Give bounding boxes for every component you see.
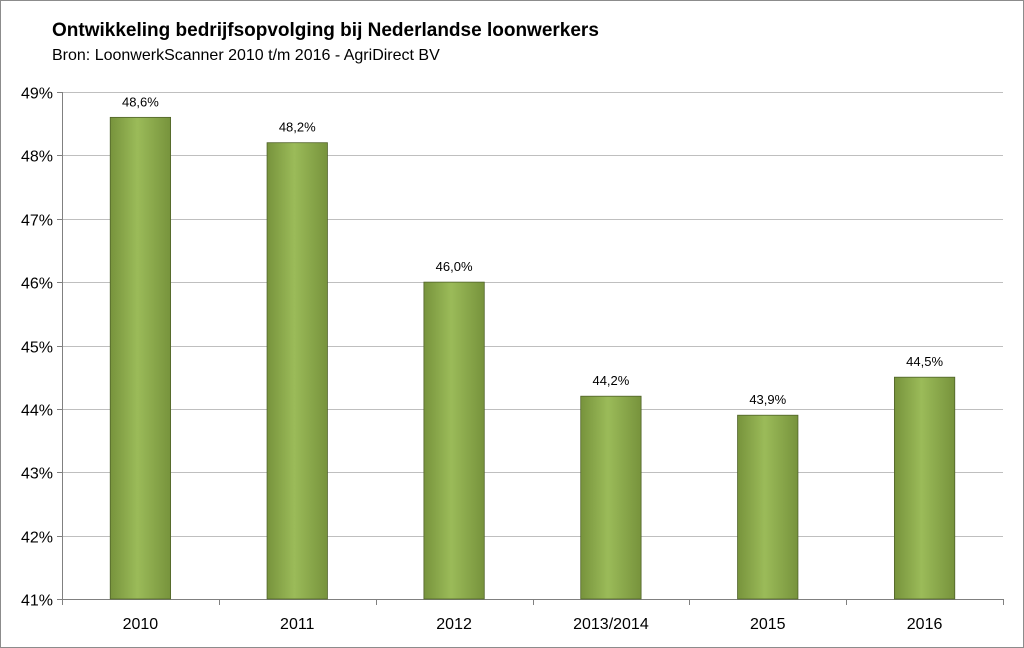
x-tick-label: 2010 bbox=[123, 616, 159, 633]
y-tick-label: 46% bbox=[21, 276, 53, 293]
x-tick-label: 2015 bbox=[750, 616, 786, 633]
gridlines bbox=[62, 92, 1003, 537]
x-tick-label: 2013/2014 bbox=[573, 616, 649, 633]
x-tick-label: 2016 bbox=[907, 616, 943, 633]
y-tick-label: 44% bbox=[21, 403, 53, 420]
chart-subtitle: Bron: LoonwerkScanner 2010 t/m 2016 - Ag… bbox=[52, 47, 440, 64]
bar bbox=[580, 395, 642, 600]
chart-title: Ontwikkeling bedrijfsopvolging bij Neder… bbox=[52, 20, 599, 41]
data-label: 46,0% bbox=[436, 259, 473, 274]
x-tick-label: 2012 bbox=[436, 616, 472, 633]
y-tick-label: 42% bbox=[21, 530, 53, 547]
bar bbox=[893, 376, 956, 600]
y-tick-label: 47% bbox=[21, 213, 53, 230]
bar bbox=[423, 281, 485, 600]
labels: 41% 42% 43% 44% 45% 46% 47% 48% 49% 48,6% 2010 48,2… bbox=[21, 86, 943, 634]
bar bbox=[266, 142, 328, 600]
bar bbox=[109, 116, 172, 600]
y-tick-label: 45% bbox=[21, 340, 53, 357]
bars bbox=[109, 116, 956, 600]
data-label: 48,2% bbox=[279, 120, 316, 135]
data-label: 44,5% bbox=[906, 354, 943, 369]
axes bbox=[57, 92, 1004, 605]
bar bbox=[737, 414, 799, 600]
x-tick-label: 2011 bbox=[280, 616, 315, 633]
data-label: 43,9% bbox=[749, 392, 786, 407]
y-tick-label: 48% bbox=[21, 149, 53, 166]
y-tick-label: 49% bbox=[21, 86, 53, 103]
data-label: 44,2% bbox=[592, 373, 629, 388]
y-tick-label: 43% bbox=[21, 466, 53, 483]
data-label: 48,6% bbox=[122, 94, 159, 109]
y-tick-label: 41% bbox=[21, 593, 53, 610]
